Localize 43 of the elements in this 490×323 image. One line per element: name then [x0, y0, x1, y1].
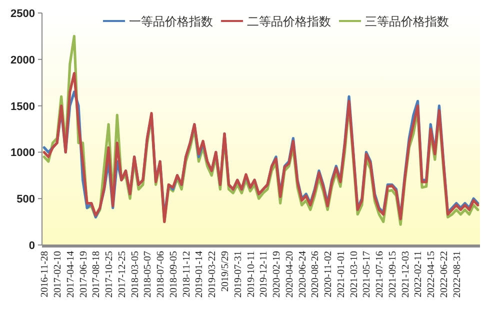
- x-tick-label: 2019-10-11: [246, 251, 257, 298]
- x-tick-label: 2018-03-05: [130, 251, 141, 298]
- x-tick-label: 2019/5/29: [220, 251, 231, 292]
- legend-label: 一等品价格指数: [129, 14, 213, 28]
- x-tick-label: 2021-05-17: [362, 251, 373, 298]
- x-tick-label: 2017-06-19: [78, 251, 90, 298]
- x-tick-label: 2021-12-03: [400, 251, 412, 298]
- x-tick-label: 2022-04-15: [426, 251, 438, 298]
- x-tick-label: 2022-08-31: [452, 251, 463, 298]
- x-tick-label: 2021-07-16: [374, 251, 386, 298]
- x-tick-label: 2018-09-05: [168, 251, 180, 298]
- x-tick-label: 2020-02-19: [272, 251, 283, 298]
- x-tick-label: 2017-08-18: [91, 251, 102, 298]
- x-tick-label: 2018-05-07: [142, 251, 154, 298]
- x-tick-label: 2017-10-25: [104, 251, 116, 298]
- x-tick-label: 2018-11-12: [181, 251, 192, 298]
- legend-label: 二等品价格指数: [247, 14, 331, 28]
- x-tick-label: 2019-03-22: [207, 251, 218, 298]
- legend-label: 三等品价格指数: [365, 14, 449, 28]
- y-tick-label: 1500: [10, 100, 35, 113]
- x-tick-label: 2016-11-28: [40, 251, 51, 298]
- y-tick-label: 1000: [10, 147, 35, 160]
- x-tick-label: 2022-02-11: [413, 251, 424, 298]
- x-tick-label: 2017-02-10: [52, 251, 64, 298]
- line-series: [42, 72, 480, 224]
- y-tick-label: 0: [28, 240, 35, 252]
- x-tick-label: 2018-07-06: [156, 251, 167, 298]
- x-tick-label: 2020-11-02: [323, 251, 334, 298]
- y-tick-label: 500: [16, 194, 35, 206]
- x-tick-label: 2021-09-15: [387, 251, 398, 298]
- x-tick-label: 2021-01-01: [336, 251, 347, 298]
- y-tick-label: 2000: [10, 54, 35, 66]
- x-tick-label: 2019-07-31: [232, 251, 244, 298]
- x-tick-label: 2017-12-25: [116, 251, 128, 298]
- x-tick-label: 2021-03-10: [348, 251, 360, 298]
- x-tick-label: 2017-04-14: [65, 251, 76, 298]
- x-tick-label: 2019-12-11: [258, 251, 270, 298]
- y-tick-label: 2500: [10, 8, 35, 20]
- x-tick-label: 2020-06-24: [297, 251, 308, 298]
- x-tick-label: 2019-01-14: [194, 251, 206, 298]
- x-tick-label: 2022-06-22: [439, 251, 450, 298]
- x-tick-label: 2020-04-20: [284, 251, 296, 298]
- x-tick-label: 2020-08-26: [310, 251, 322, 298]
